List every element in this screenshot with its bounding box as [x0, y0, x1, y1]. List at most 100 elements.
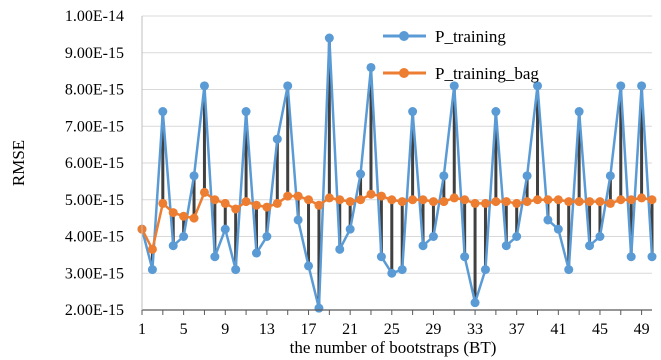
point-p-training	[449, 81, 459, 91]
y-axis-tick-labels: 2.00E-15 3.00E-15 4.00E-15 5.00E-15 6.00E-15…	[65, 8, 124, 319]
point-p-training-bag	[647, 195, 657, 205]
point-p-training	[616, 81, 626, 91]
point-p-training-bag	[199, 187, 209, 197]
point-p-training	[553, 224, 563, 234]
point-p-training	[231, 265, 241, 275]
legend-entry-p-training-bag: P_training_bag	[383, 64, 539, 83]
point-p-training-bag	[262, 202, 272, 212]
point-p-training	[168, 241, 178, 251]
point-p-training-bag	[480, 198, 490, 208]
point-p-training	[335, 244, 345, 254]
point-p-training	[439, 171, 449, 181]
point-p-training	[418, 241, 428, 251]
point-p-training	[637, 81, 647, 91]
point-p-training	[293, 215, 303, 225]
point-p-training-bag	[314, 200, 324, 210]
point-p-training-bag	[397, 197, 407, 207]
point-p-training-bag	[605, 198, 615, 208]
point-p-training	[189, 171, 199, 181]
point-p-training-bag	[293, 191, 303, 201]
point-p-training-bag	[501, 197, 511, 207]
y-tick-label: 7.00E-15	[65, 118, 124, 135]
point-p-training	[262, 232, 272, 241]
point-p-training-bag	[376, 191, 386, 201]
point-p-training-bag	[439, 197, 449, 207]
point-p-training-bag	[345, 197, 355, 207]
point-p-training-bag	[418, 195, 428, 205]
x-axis-title: the number of bootstraps (BT)	[290, 338, 497, 357]
point-p-training	[251, 248, 261, 258]
x-tick-label: 29	[425, 321, 441, 338]
point-p-training	[480, 265, 490, 275]
point-p-training	[387, 268, 397, 278]
y-tick-label: 9.00E-15	[65, 45, 124, 62]
point-p-training-bag	[585, 197, 595, 207]
point-p-training-bag	[595, 197, 605, 207]
point-p-training	[533, 81, 543, 91]
point-p-training	[512, 232, 522, 241]
y-tick-label: 3.00E-15	[65, 265, 124, 282]
point-p-training-bag	[616, 195, 626, 205]
point-p-training-bag	[564, 197, 574, 207]
point-p-training	[272, 134, 282, 144]
point-p-training-bag	[637, 193, 647, 203]
x-tick-label: 13	[259, 321, 275, 338]
point-p-training-bag	[533, 195, 543, 205]
legend-entry-p-training: P_training	[383, 27, 506, 46]
point-p-training-bag	[324, 193, 334, 203]
point-p-training-bag	[387, 195, 397, 205]
point-p-training	[376, 252, 386, 262]
point-p-training-bag	[428, 197, 438, 207]
legend-label-p-training-bag: P_training_bag	[435, 64, 539, 83]
point-p-training	[595, 232, 605, 241]
point-p-training-bag	[241, 197, 251, 207]
point-p-training	[605, 171, 615, 181]
point-p-training	[574, 107, 584, 117]
point-p-training	[522, 171, 532, 181]
point-p-training	[179, 232, 189, 241]
point-p-training-bag	[168, 208, 178, 218]
series-lines	[140, 36, 654, 310]
point-p-training	[220, 224, 230, 234]
x-tick-label: 37	[509, 321, 525, 338]
point-p-training	[428, 232, 438, 241]
y-tick-label: 5.00E-15	[65, 192, 124, 209]
point-p-training	[283, 81, 293, 91]
point-p-training	[564, 265, 574, 275]
x-tick-label: 41	[550, 321, 566, 338]
series-line-p-training	[140, 36, 654, 310]
point-p-training-bag	[231, 204, 241, 214]
point-p-training-bag	[543, 195, 553, 205]
point-p-training	[147, 265, 157, 275]
x-tick-label: 1	[138, 321, 146, 338]
point-p-training-bag	[304, 195, 314, 205]
point-p-training	[356, 169, 366, 179]
legend: P_training P_training_bag	[383, 27, 539, 83]
legend-marker-p-training-bag	[399, 68, 409, 78]
point-p-training-bag	[491, 197, 501, 207]
x-tick-label: 45	[592, 321, 608, 338]
point-p-training-bag	[147, 244, 157, 254]
y-axis-title: RMSE	[9, 140, 28, 186]
point-p-training	[345, 224, 355, 234]
legend-marker-p-training	[399, 31, 409, 41]
point-p-training	[585, 241, 595, 251]
x-tick-label: 5	[180, 321, 188, 338]
point-p-training	[470, 298, 480, 308]
point-p-training-bag	[189, 213, 199, 223]
point-p-training-bag	[272, 198, 282, 208]
point-p-training	[304, 261, 314, 271]
point-p-training-bag	[251, 200, 261, 210]
point-p-training	[408, 107, 418, 117]
point-p-training	[366, 62, 376, 72]
x-axis-tick-labels: 1 5 9 13 17 21 25 29 33 37 41 45 49	[138, 321, 650, 338]
point-p-training-bag	[366, 189, 376, 199]
point-p-training	[210, 252, 220, 262]
y-tick-label: 4.00E-15	[65, 229, 124, 246]
point-p-training-bag	[522, 197, 532, 207]
point-p-training-bag	[335, 195, 345, 205]
point-p-training	[626, 252, 636, 262]
point-p-training-bag	[158, 198, 168, 208]
axes	[141, 16, 652, 315]
